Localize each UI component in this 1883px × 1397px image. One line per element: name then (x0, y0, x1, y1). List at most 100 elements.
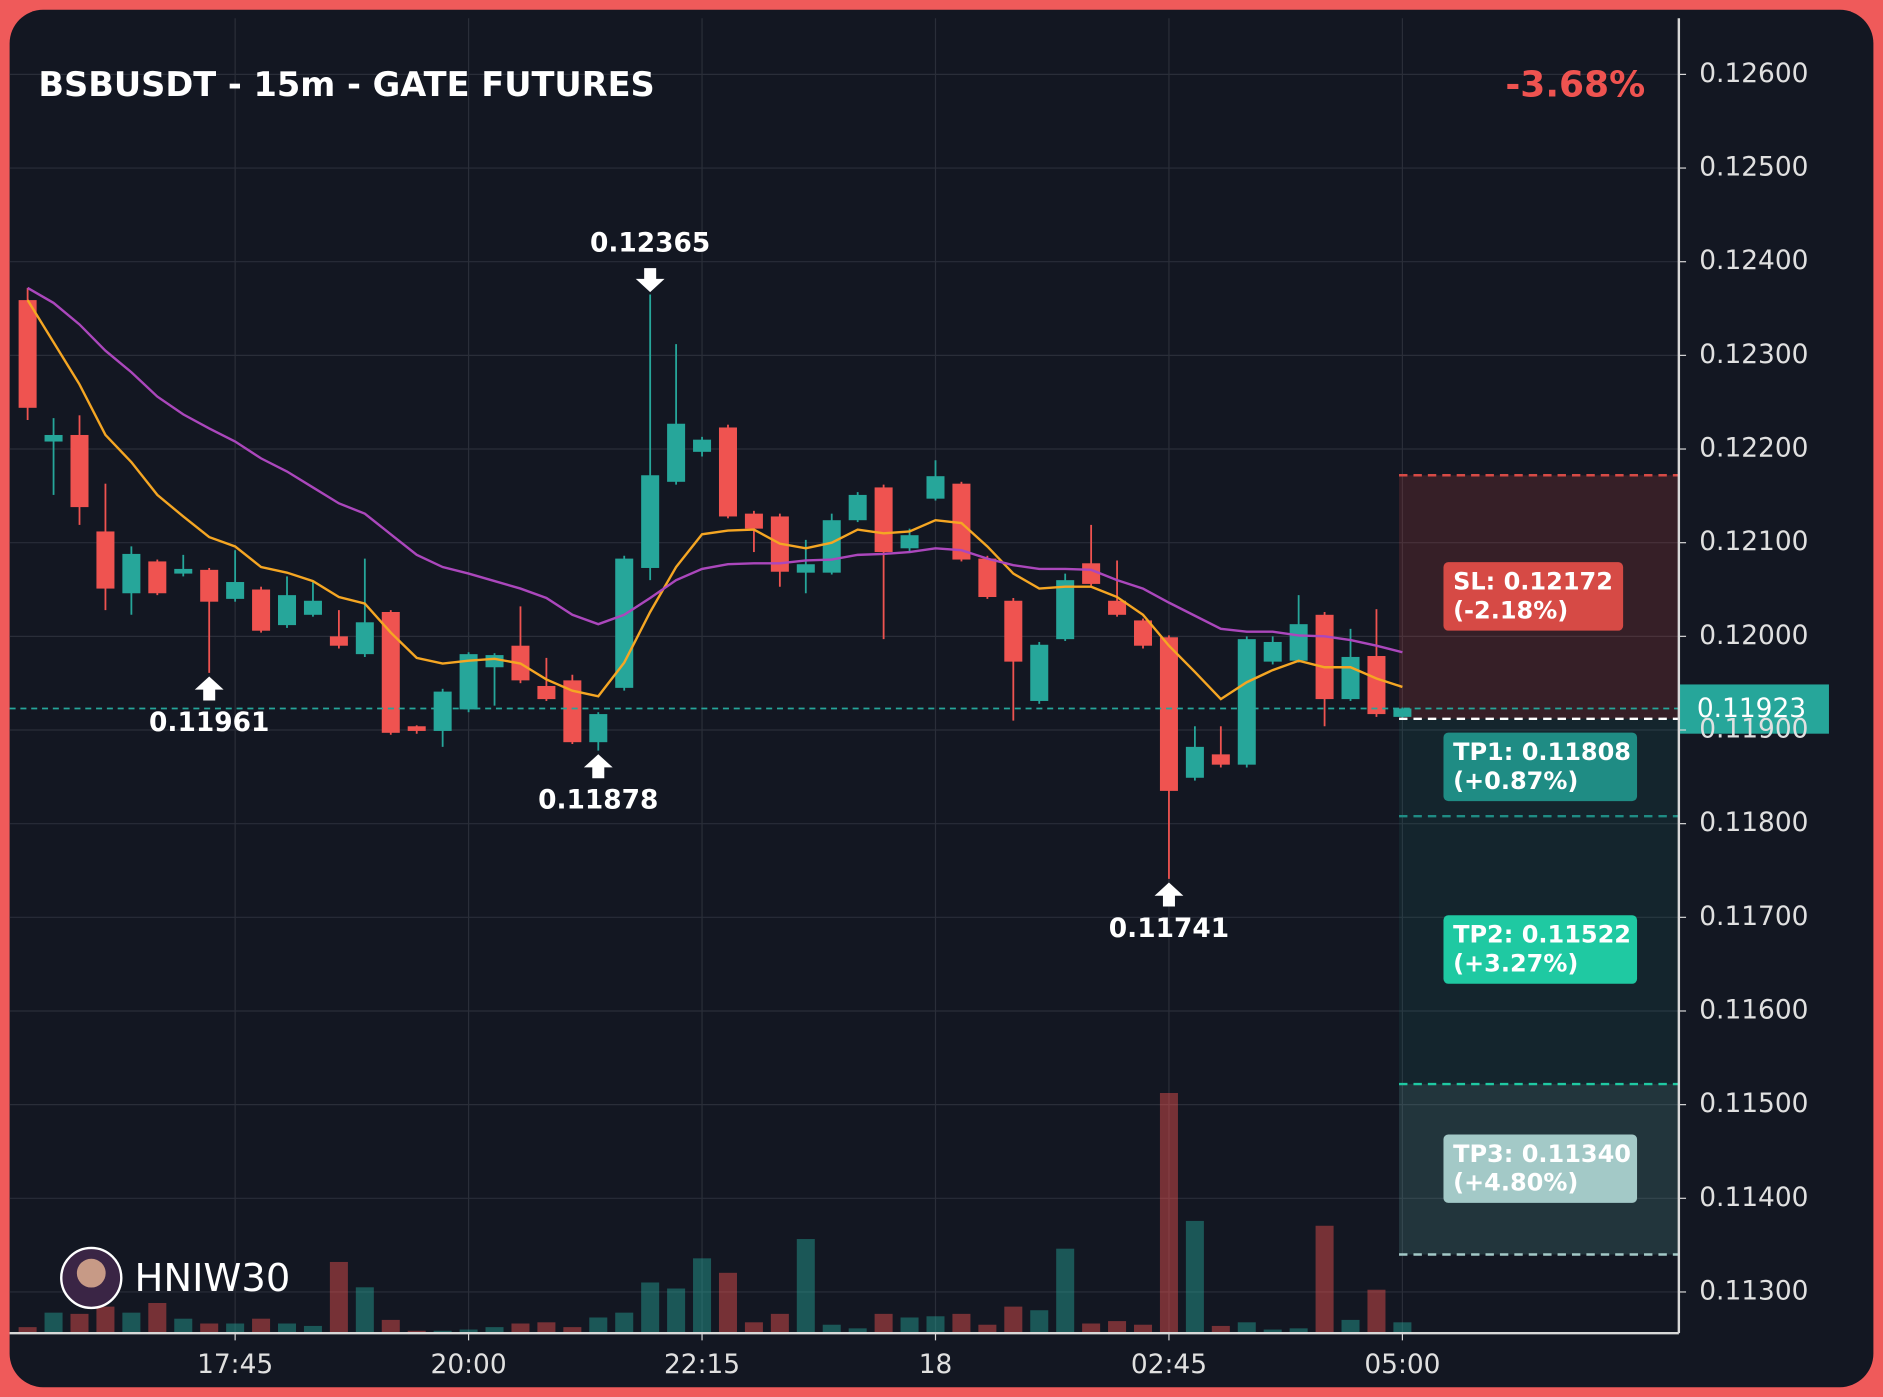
volume-bar (1030, 1310, 1049, 1334)
candle-body (1108, 600, 1127, 615)
x-tick-label: 18 (919, 1349, 953, 1380)
volume-bar (1341, 1319, 1360, 1334)
y-tick-label: 0.12600 (1699, 58, 1808, 89)
volume-bar (1108, 1321, 1127, 1334)
volume-bar (44, 1312, 63, 1334)
volume-bar (978, 1324, 997, 1334)
chart-background (9, 9, 1874, 1388)
candle-body (589, 714, 608, 743)
volume-bar (744, 1322, 763, 1334)
candle-body (1367, 656, 1386, 715)
candle-body (433, 691, 452, 731)
volume-bar (693, 1258, 712, 1334)
candle-body (252, 589, 271, 631)
volume-bar (459, 1329, 478, 1334)
y-tick-label: 0.11700 (1699, 901, 1808, 932)
level-change: (+3.27%) (1453, 950, 1578, 978)
candle-body (822, 520, 841, 573)
volume-bar (381, 1319, 400, 1334)
volume-bar (1263, 1329, 1282, 1334)
candle-body (1134, 620, 1153, 646)
volume-bar (952, 1313, 971, 1334)
candle-body (874, 487, 893, 553)
level-box (1443, 1134, 1638, 1203)
candle-body (1159, 637, 1178, 791)
x-tick-label: 22:15 (664, 1349, 740, 1380)
candle-body (70, 434, 89, 508)
candle-body (200, 569, 219, 602)
volume-bar (615, 1312, 634, 1334)
change: -3.68% (1505, 65, 1645, 106)
volume-bar (252, 1318, 271, 1334)
volume-bar (329, 1261, 348, 1334)
y-tick-label: 0.11600 (1699, 994, 1808, 1025)
level-label: TP3: 0.11340 (1453, 1140, 1631, 1168)
y-tick-label: 0.11900 (1699, 714, 1808, 745)
y-tick-label: 0.11800 (1699, 807, 1808, 838)
volume-bar (1289, 1328, 1308, 1334)
candle-body (44, 434, 63, 442)
y-tick-label: 0.12000 (1699, 620, 1808, 651)
volume-bar (1315, 1225, 1334, 1334)
overlays: SL: 0.12172(-2.18%) TP1: 0.11808(+0.87%) T… (9, 228, 1829, 1256)
level-label: SL: 0.12172 (1453, 568, 1613, 596)
candle-body (278, 595, 297, 626)
candle-body (1315, 614, 1334, 700)
volume-bar (822, 1324, 841, 1334)
volume-bar (18, 1327, 37, 1334)
candle-body (1289, 624, 1308, 661)
arrow-down (635, 268, 665, 293)
candle-body (718, 427, 737, 517)
moving-averages (26, 286, 1403, 701)
candle-body (693, 439, 712, 452)
volume-bar (1393, 1322, 1412, 1334)
volume-bar (1211, 1325, 1230, 1334)
candle-body (1263, 641, 1282, 662)
volume-bar (1056, 1248, 1075, 1334)
x-tick-label: 02:45 (1131, 1349, 1207, 1380)
volume-bar (200, 1323, 219, 1334)
candle-body (796, 564, 815, 573)
candle-body (355, 622, 374, 655)
volume-bar (1185, 1220, 1204, 1334)
candle-body (926, 476, 945, 499)
level-box (1443, 915, 1638, 984)
volume-bar (70, 1313, 89, 1334)
x-tick-label: 05:00 (1364, 1349, 1440, 1380)
candle-body (1030, 644, 1049, 701)
avatar-face (76, 1258, 106, 1288)
y-tick-label: 0.12500 (1699, 152, 1808, 183)
volume-bar (926, 1316, 945, 1334)
volume-bar (433, 1330, 452, 1334)
candle-body (1341, 656, 1360, 700)
candle-body (381, 611, 400, 733)
volume-bar (226, 1323, 245, 1334)
volume-bar (796, 1239, 815, 1334)
y-tick-label: 0.11300 (1699, 1275, 1808, 1306)
annotation-label: 0.12365 (590, 228, 710, 259)
volume-bar (874, 1313, 893, 1334)
candle-body (978, 558, 997, 598)
candle-body (667, 423, 686, 482)
watermark: HNIW30 (135, 1256, 291, 1301)
level-label: TP1: 0.11808 (1453, 738, 1631, 766)
level-change: (+0.87%) (1453, 767, 1578, 795)
level-box (1443, 562, 1624, 631)
volume-bar (148, 1302, 167, 1334)
candle-body (744, 513, 763, 529)
candle-body (96, 531, 115, 589)
candle-body (174, 568, 193, 574)
candle-body (1082, 563, 1101, 584)
candle-body (563, 680, 582, 743)
volume-bar (278, 1323, 297, 1334)
y-tick-label: 0.12200 (1699, 433, 1808, 464)
annotation-label: 0.11878 (538, 785, 658, 816)
candle-body (615, 558, 634, 688)
candle-body (1237, 639, 1256, 765)
level-label: TP2: 0.11522 (1453, 921, 1631, 949)
volume-bar (96, 1306, 115, 1334)
candle-body (18, 300, 37, 408)
y-tick-label: 0.12100 (1699, 526, 1808, 557)
chart-title: BSBUSDT - 15m - GATE FUTURES (38, 65, 654, 104)
